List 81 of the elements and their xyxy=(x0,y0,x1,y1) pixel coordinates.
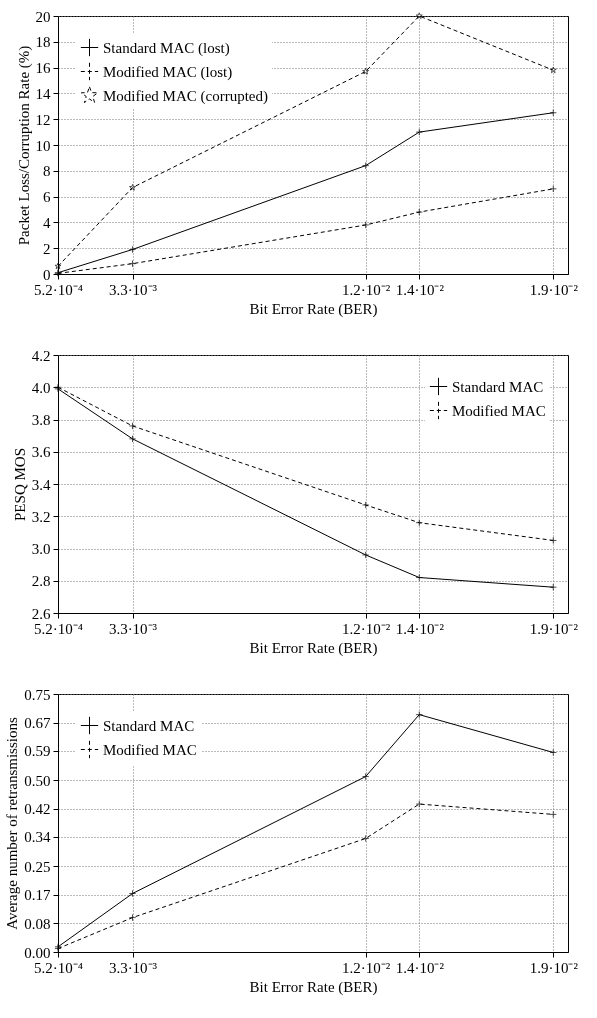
y-axis-title: PESQ MOS xyxy=(11,448,28,521)
y-tick-label: 16 xyxy=(35,60,51,77)
y-tick-label: 18 xyxy=(35,34,51,51)
y-tick-label: 3.6 xyxy=(31,444,51,461)
point xyxy=(415,12,423,20)
point xyxy=(129,183,137,191)
y-tick-label: 0.59 xyxy=(24,743,51,760)
x-tick-label: 1.9·10⁻² xyxy=(529,959,579,976)
y-tick-label: 4 xyxy=(43,214,51,231)
point xyxy=(128,435,137,443)
y-tick-label: 0.50 xyxy=(24,772,51,789)
y-tick-label: 0.75 xyxy=(24,686,51,703)
x-tick-label: 1.4·10⁻² xyxy=(395,959,445,976)
legend-label: Modified MAC (corrupted) xyxy=(103,87,268,105)
y-tick-label: 0.67 xyxy=(24,715,51,732)
x-tick-label: 5.2·10⁻⁴ xyxy=(34,959,83,976)
point xyxy=(54,262,62,270)
legend-label: Standard MAC (lost) xyxy=(103,39,230,57)
y-tick-label: 12 xyxy=(35,111,51,128)
y-tick-label: 2 xyxy=(43,240,51,257)
point xyxy=(415,710,423,719)
x-tick-label: 3.3·10⁻³ xyxy=(108,959,158,976)
x-tick-label: 1.4·10⁻² xyxy=(395,620,445,637)
point xyxy=(362,834,370,843)
y-tick-label: 0.34 xyxy=(24,829,51,846)
y-tick-label: 0.08 xyxy=(24,915,51,932)
y-tick-label: 14 xyxy=(35,85,51,102)
point xyxy=(415,573,423,582)
x-axis-title: Bit Error Rate (BER) xyxy=(249,978,378,996)
y-tick-label: 10 xyxy=(35,137,51,154)
y-axis-title: Average number of retransmissions xyxy=(4,717,21,930)
x-tick-label: 1.2·10⁻² xyxy=(342,959,391,976)
point xyxy=(549,66,557,74)
y-tick-label: 0.17 xyxy=(24,887,51,904)
point xyxy=(549,748,557,757)
x-axis-title: Bit Error Rate (BER) xyxy=(249,639,378,657)
point xyxy=(362,221,370,229)
point xyxy=(549,536,557,545)
y-tick-label: 3.4 xyxy=(31,476,51,493)
y-tick-label: 3.2 xyxy=(31,508,51,525)
legend-label: Modified MAC xyxy=(452,402,546,419)
legend-label: Standard MAC xyxy=(452,378,544,395)
y-tick-label: 0.25 xyxy=(24,858,51,875)
point xyxy=(362,501,370,509)
x-axis-title: Bit Error Rate (BER) xyxy=(249,300,378,318)
point xyxy=(415,128,423,136)
legend-label: Modified MAC xyxy=(103,741,197,758)
y-axis-title: Packet Loss/Corruption Rate (%) xyxy=(15,45,33,246)
x-tick-label: 1.2·10⁻² xyxy=(342,281,391,298)
point xyxy=(362,551,370,559)
y-tick-label: 3.8 xyxy=(31,412,51,428)
x-tick-label: 1.9·10⁻² xyxy=(529,620,579,637)
y-tick-label: 4.0 xyxy=(31,379,51,396)
x-tick-label: 1.2·10⁻² xyxy=(342,620,391,637)
point xyxy=(128,422,137,430)
x-tick-label: 1.4·10⁻² xyxy=(395,281,445,298)
x-tick-label: 3.3·10⁻³ xyxy=(108,281,158,298)
y-tick-label: 3.0 xyxy=(31,541,51,557)
y-tick-label: 0 xyxy=(43,266,51,283)
y-tick-label: 20 xyxy=(35,8,51,25)
point xyxy=(549,810,557,819)
y-tick-label: 0.42 xyxy=(24,801,51,818)
y-tick-label: 4.2 xyxy=(31,347,51,364)
point xyxy=(362,772,370,781)
legend-label: Standard MAC xyxy=(103,717,195,734)
y-tick-label: 8 xyxy=(43,163,51,180)
point xyxy=(362,67,370,75)
legend-label: Modified MAC (lost) xyxy=(103,63,233,81)
point xyxy=(362,161,370,170)
point xyxy=(128,260,137,268)
x-tick-label: 1.9·10⁻² xyxy=(529,281,579,298)
x-tick-label: 3.3·10⁻³ xyxy=(108,620,158,637)
y-tick-label: 2.8 xyxy=(31,573,51,590)
point xyxy=(549,185,557,193)
y-tick-label: 0.00 xyxy=(24,944,51,961)
x-tick-label: 5.2·10⁻⁴ xyxy=(34,281,83,298)
point xyxy=(415,800,423,808)
y-tick-label: 6 xyxy=(43,189,51,206)
y-tick-label: 2.6 xyxy=(31,605,51,622)
x-tick-label: 5.2·10⁻⁴ xyxy=(34,620,83,637)
point xyxy=(415,208,423,216)
